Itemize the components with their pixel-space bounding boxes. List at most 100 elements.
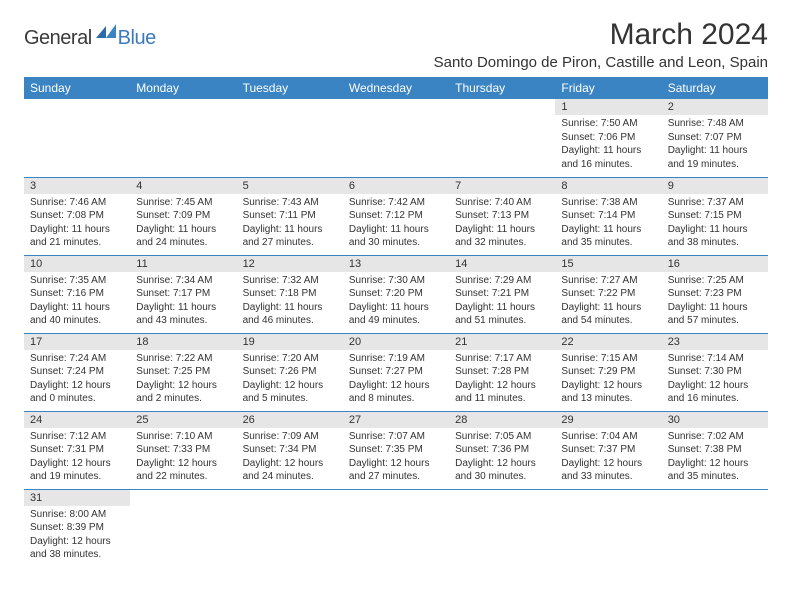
- day-detail-line: Daylight: 11 hours: [243, 301, 337, 315]
- day-detail-line: Sunrise: 7:30 AM: [349, 274, 443, 288]
- day-number: 8: [555, 178, 661, 194]
- day-number: 14: [449, 256, 555, 272]
- day-detail-line: Sunrise: 7:07 AM: [349, 430, 443, 444]
- day-detail-line: Daylight: 12 hours: [349, 457, 443, 471]
- day-details: Sunrise: 7:35 AMSunset: 7:16 PMDaylight:…: [24, 272, 130, 332]
- day-number: 16: [662, 256, 768, 272]
- day-details: Sunrise: 7:34 AMSunset: 7:17 PMDaylight:…: [130, 272, 236, 332]
- day-detail-line: Daylight: 12 hours: [30, 535, 124, 549]
- calendar-day-cell: 4Sunrise: 7:45 AMSunset: 7:09 PMDaylight…: [130, 177, 236, 255]
- day-detail-line: Sunset: 7:25 PM: [136, 365, 230, 379]
- day-detail-line: and 2 minutes.: [136, 392, 230, 406]
- day-number: 25: [130, 412, 236, 428]
- calendar-day-cell: 28Sunrise: 7:05 AMSunset: 7:36 PMDayligh…: [449, 411, 555, 489]
- day-number: 19: [237, 334, 343, 350]
- calendar-empty-cell: [449, 489, 555, 567]
- day-detail-line: Sunset: 7:24 PM: [30, 365, 124, 379]
- day-detail-line: and 16 minutes.: [561, 158, 655, 172]
- day-detail-line: Sunrise: 7:40 AM: [455, 196, 549, 210]
- day-number: 13: [343, 256, 449, 272]
- day-detail-line: Sunrise: 7:43 AM: [243, 196, 337, 210]
- day-number: 9: [662, 178, 768, 194]
- calendar-day-cell: 13Sunrise: 7:30 AMSunset: 7:20 PMDayligh…: [343, 255, 449, 333]
- day-detail-line: Daylight: 11 hours: [30, 301, 124, 315]
- day-details: Sunrise: 7:12 AMSunset: 7:31 PMDaylight:…: [24, 428, 130, 488]
- day-detail-line: Daylight: 11 hours: [136, 223, 230, 237]
- calendar-empty-cell: [449, 99, 555, 177]
- day-number: 30: [662, 412, 768, 428]
- day-detail-line: Sunrise: 7:27 AM: [561, 274, 655, 288]
- day-detail-line: Sunrise: 7:32 AM: [243, 274, 337, 288]
- day-detail-line: Sunset: 7:13 PM: [455, 209, 549, 223]
- day-detail-line: Sunrise: 7:20 AM: [243, 352, 337, 366]
- day-detail-line: and 21 minutes.: [30, 236, 124, 250]
- calendar-day-cell: 26Sunrise: 7:09 AMSunset: 7:34 PMDayligh…: [237, 411, 343, 489]
- day-detail-line: Sunrise: 7:48 AM: [668, 117, 762, 131]
- day-detail-line: Sunset: 7:22 PM: [561, 287, 655, 301]
- day-details: Sunrise: 7:29 AMSunset: 7:21 PMDaylight:…: [449, 272, 555, 332]
- calendar-week-row: 31Sunrise: 8:00 AMSunset: 8:39 PMDayligh…: [24, 489, 768, 567]
- calendar-day-cell: 25Sunrise: 7:10 AMSunset: 7:33 PMDayligh…: [130, 411, 236, 489]
- day-detail-line: Sunrise: 7:37 AM: [668, 196, 762, 210]
- calendar-empty-cell: [237, 99, 343, 177]
- day-detail-line: Sunrise: 7:35 AM: [30, 274, 124, 288]
- day-detail-line: Daylight: 11 hours: [30, 223, 124, 237]
- day-details: Sunrise: 7:43 AMSunset: 7:11 PMDaylight:…: [237, 194, 343, 254]
- weekday-header: Sunday: [24, 77, 130, 99]
- day-number: 29: [555, 412, 661, 428]
- location-subtitle: Santo Domingo de Piron, Castille and Leo…: [434, 54, 768, 71]
- day-details: Sunrise: 7:14 AMSunset: 7:30 PMDaylight:…: [662, 350, 768, 410]
- day-detail-line: Sunset: 7:17 PM: [136, 287, 230, 301]
- day-detail-line: Daylight: 12 hours: [668, 457, 762, 471]
- day-detail-line: Sunset: 7:27 PM: [349, 365, 443, 379]
- calendar-day-cell: 1Sunrise: 7:50 AMSunset: 7:06 PMDaylight…: [555, 99, 661, 177]
- day-detail-line: Daylight: 11 hours: [668, 301, 762, 315]
- day-detail-line: Sunset: 7:08 PM: [30, 209, 124, 223]
- calendar-day-cell: 23Sunrise: 7:14 AMSunset: 7:30 PMDayligh…: [662, 333, 768, 411]
- day-detail-line: Daylight: 12 hours: [136, 457, 230, 471]
- day-detail-line: Daylight: 12 hours: [455, 457, 549, 471]
- day-detail-line: Daylight: 11 hours: [561, 144, 655, 158]
- day-number: 22: [555, 334, 661, 350]
- calendar-table: SundayMondayTuesdayWednesdayThursdayFrid…: [24, 77, 768, 567]
- calendar-day-cell: 31Sunrise: 8:00 AMSunset: 8:39 PMDayligh…: [24, 489, 130, 567]
- day-details: Sunrise: 7:45 AMSunset: 7:09 PMDaylight:…: [130, 194, 236, 254]
- calendar-empty-cell: [555, 489, 661, 567]
- title-block: March 2024 Santo Domingo de Piron, Casti…: [434, 18, 768, 71]
- day-detail-line: Daylight: 11 hours: [561, 301, 655, 315]
- day-detail-line: and 22 minutes.: [136, 470, 230, 484]
- day-detail-line: Sunset: 7:15 PM: [668, 209, 762, 223]
- day-detail-line: Daylight: 12 hours: [668, 379, 762, 393]
- day-details: Sunrise: 7:48 AMSunset: 7:07 PMDaylight:…: [662, 115, 768, 175]
- calendar-day-cell: 24Sunrise: 7:12 AMSunset: 7:31 PMDayligh…: [24, 411, 130, 489]
- logo-text-general: General: [24, 27, 92, 50]
- calendar-week-row: 1Sunrise: 7:50 AMSunset: 7:06 PMDaylight…: [24, 99, 768, 177]
- weekday-header: Monday: [130, 77, 236, 99]
- day-detail-line: Sunset: 7:31 PM: [30, 443, 124, 457]
- day-detail-line: Daylight: 12 hours: [30, 457, 124, 471]
- day-detail-line: Daylight: 12 hours: [561, 379, 655, 393]
- day-details: Sunrise: 7:15 AMSunset: 7:29 PMDaylight:…: [555, 350, 661, 410]
- day-detail-line: and 24 minutes.: [136, 236, 230, 250]
- day-details: Sunrise: 7:04 AMSunset: 7:37 PMDaylight:…: [555, 428, 661, 488]
- day-detail-line: Daylight: 11 hours: [668, 223, 762, 237]
- day-detail-line: and 24 minutes.: [243, 470, 337, 484]
- calendar-day-cell: 6Sunrise: 7:42 AMSunset: 7:12 PMDaylight…: [343, 177, 449, 255]
- day-detail-line: Daylight: 11 hours: [455, 223, 549, 237]
- day-details: Sunrise: 7:07 AMSunset: 7:35 PMDaylight:…: [343, 428, 449, 488]
- calendar-empty-cell: [343, 99, 449, 177]
- logo: General Blue: [24, 24, 156, 53]
- day-detail-line: Sunrise: 7:34 AM: [136, 274, 230, 288]
- day-detail-line: Sunrise: 7:45 AM: [136, 196, 230, 210]
- day-details: Sunrise: 7:40 AMSunset: 7:13 PMDaylight:…: [449, 194, 555, 254]
- day-detail-line: Daylight: 12 hours: [30, 379, 124, 393]
- calendar-day-cell: 30Sunrise: 7:02 AMSunset: 7:38 PMDayligh…: [662, 411, 768, 489]
- day-details: Sunrise: 7:19 AMSunset: 7:27 PMDaylight:…: [343, 350, 449, 410]
- calendar-day-cell: 7Sunrise: 7:40 AMSunset: 7:13 PMDaylight…: [449, 177, 555, 255]
- day-detail-line: Sunrise: 7:12 AM: [30, 430, 124, 444]
- day-detail-line: and 16 minutes.: [668, 392, 762, 406]
- day-detail-line: and 33 minutes.: [561, 470, 655, 484]
- day-details: Sunrise: 7:50 AMSunset: 7:06 PMDaylight:…: [555, 115, 661, 175]
- day-detail-line: Sunset: 7:14 PM: [561, 209, 655, 223]
- day-detail-line: and 19 minutes.: [668, 158, 762, 172]
